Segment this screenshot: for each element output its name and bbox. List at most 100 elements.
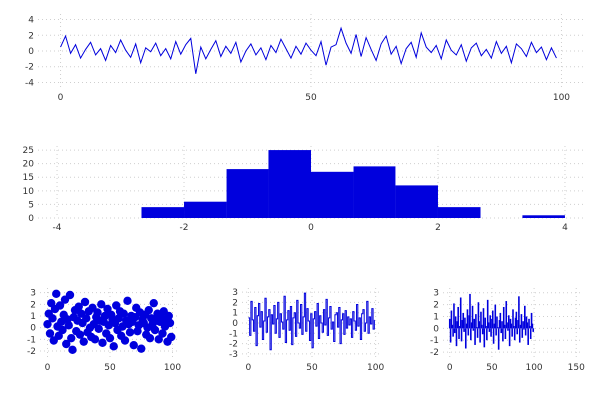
grid-lines — [38, 14, 584, 88]
x-tick-label: 0 — [45, 363, 51, 373]
y-tick-label: 2 — [433, 301, 439, 311]
histogram-bar — [141, 207, 185, 218]
step-plot: 0 50 100 -3 -2 -1 0 1 2 3 — [212, 280, 390, 376]
scatter-point — [120, 336, 130, 345]
scatter-point — [43, 319, 52, 329]
x-tick-label: 50 — [486, 363, 498, 373]
scatter-point — [145, 333, 155, 343]
y-tick-label: 0 — [28, 47, 34, 57]
histogram-plot: -4 -2 0 2 4 0 5 10 15 20 25 — [8, 138, 592, 236]
y-tick-label: 0 — [232, 319, 238, 329]
y-tick-label: 0 — [30, 324, 36, 334]
data-series — [248, 292, 375, 351]
y-tick-label: 15 — [23, 173, 34, 183]
data-series — [43, 289, 176, 355]
data-series — [141, 150, 565, 218]
scatter-point — [123, 296, 132, 306]
histogram-bar — [268, 150, 311, 218]
x-tick-label: 0 — [308, 223, 314, 233]
x-tick-label: 100 — [525, 363, 542, 373]
y-tick-label: -1 — [430, 336, 439, 346]
scatter-point — [98, 338, 107, 348]
step-series — [248, 292, 375, 351]
tick-labels: 0 50 100 150 -2 -1 0 12 3 — [430, 289, 585, 373]
scatter-point — [93, 308, 102, 317]
scatter-point — [55, 301, 65, 310]
scatter-point — [105, 333, 115, 343]
histogram-bar — [184, 201, 227, 218]
y-tick-label: 0 — [433, 324, 439, 334]
y-tick-label: 3 — [232, 288, 238, 298]
line-series — [60, 26, 557, 74]
x-tick-label: 100 — [367, 363, 384, 373]
y-tick-label: 1 — [433, 312, 439, 322]
stem-plot: 0 50 100 150 -2 -1 0 1 2 3 — [413, 280, 591, 376]
scatter-point — [149, 298, 158, 308]
x-tick-label: 50 — [306, 363, 318, 373]
scatter-point — [144, 305, 153, 315]
histogram-bar — [226, 169, 269, 218]
scatter-point — [65, 290, 75, 300]
y-tick-label: -2 — [229, 340, 238, 350]
histogram-bar — [437, 207, 481, 218]
x-tick-label: 150 — [568, 363, 585, 373]
scatter-point — [150, 325, 160, 335]
scatter-point — [167, 332, 176, 342]
y-tick-label: 1 — [30, 312, 36, 322]
scatter-point — [164, 311, 173, 321]
x-tick-label: 100 — [164, 363, 181, 373]
y-tick-label: 20 — [23, 160, 35, 170]
y-tick-label: 3 — [30, 289, 36, 299]
y-tick-label: 2 — [232, 298, 238, 308]
x-tick-label: 0 — [447, 363, 453, 373]
histogram-bar — [353, 166, 396, 218]
scatter-point — [67, 333, 76, 343]
y-tick-label: -3 — [229, 350, 238, 360]
scatter-point — [129, 340, 138, 350]
y-tick-label: 4 — [28, 16, 34, 26]
histogram-bar — [522, 215, 565, 218]
scatter-point — [48, 314, 57, 323]
y-tick-label: -2 — [25, 63, 34, 73]
data-series — [60, 26, 557, 74]
y-tick-label: -1 — [27, 335, 36, 345]
scatter-point — [97, 300, 106, 309]
y-tick-label: 25 — [23, 146, 34, 156]
scatter-plot: 0 50 100 -2 -1 0 1 2 3 — [10, 280, 188, 376]
scatter-point — [165, 318, 175, 328]
data-series — [448, 293, 535, 350]
x-tick-label: 0 — [245, 363, 251, 373]
histogram-bar — [395, 185, 438, 218]
scatter-point — [137, 344, 146, 353]
x-tick-label: 0 — [58, 93, 64, 103]
y-tick-label: -2 — [27, 347, 36, 357]
scatter-point — [45, 329, 55, 338]
x-tick-label: -4 — [53, 223, 62, 233]
x-tick-label: 100 — [553, 93, 570, 103]
grid-lines — [443, 288, 583, 358]
y-tick-label: 2 — [28, 31, 34, 41]
scatter-point — [119, 309, 128, 318]
scatter-point — [62, 339, 71, 349]
y-tick-label: -1 — [229, 329, 238, 339]
scatter-point — [90, 335, 100, 344]
scatter-point — [74, 302, 83, 311]
scatter-point — [158, 329, 167, 338]
tick-labels: -4 -2 0 2 4 0 5 10 15 20 25 — [23, 146, 569, 233]
scatter-point — [58, 325, 67, 335]
y-tick-label: 3 — [433, 289, 439, 299]
scatter-point — [109, 342, 118, 351]
y-tick-label: 10 — [23, 187, 35, 197]
scatter-point — [52, 289, 61, 299]
y-tick-label: -2 — [430, 348, 439, 358]
x-tick-label: 2 — [435, 223, 441, 233]
y-tick-label: -4 — [25, 78, 34, 88]
line-plot: 0 50 100 -4 -2 0 2 4 — [8, 6, 592, 106]
x-tick-label: 50 — [305, 93, 317, 103]
scatter-point — [79, 337, 88, 346]
